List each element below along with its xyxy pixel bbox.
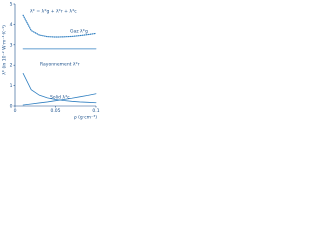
y-tick-label: 3 <box>10 42 13 48</box>
y-tick-label: 4 <box>10 22 13 28</box>
series-line <box>22 14 97 38</box>
y-tick-label: 0 <box>10 104 13 110</box>
chart: λ* (in 10⁻² W·m⁻¹·K⁻¹) ρ (g·cm⁻³) 0 1 2 3 4 5… <box>2 2 100 121</box>
y-axis-label: λ* (in 10⁻² W·m⁻¹·K⁻¹) <box>2 25 8 75</box>
y-tick-label: 1 <box>10 83 13 89</box>
page: {"chart_data": {"type": "line", "ylabel"… <box>0 0 100 121</box>
series-label: Rayonnement λ*r <box>40 62 80 68</box>
x-tick-label: 0.05 <box>50 108 60 114</box>
x-tick-label: 0.1 <box>92 108 99 114</box>
x-tick-label: 0 <box>14 108 17 114</box>
series-label: λ* = λ*g + λ*r + λ*c <box>30 9 77 15</box>
y-tick-label: 2 <box>10 63 13 69</box>
series-label: Gaz λ*g <box>70 29 88 35</box>
series-line <box>22 93 97 106</box>
y-tick-label: 5 <box>10 2 13 8</box>
series-label: Solid λ*c <box>50 95 70 101</box>
x-axis-label: ρ (g·cm⁻³) <box>74 115 97 121</box>
